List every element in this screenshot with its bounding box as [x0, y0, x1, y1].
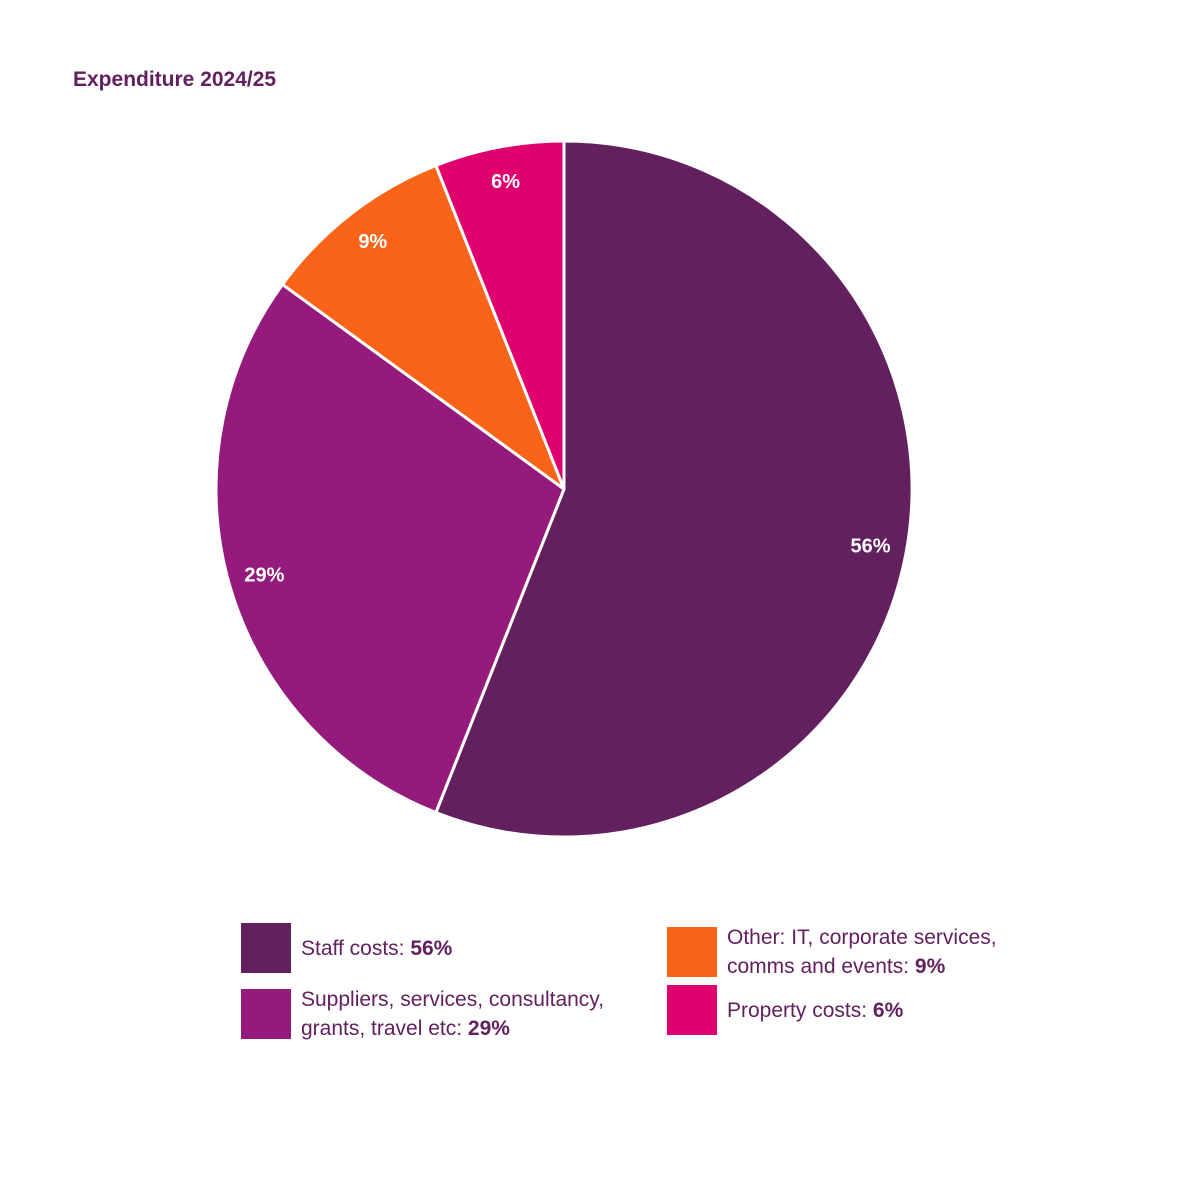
legend-value: 9% — [914, 955, 946, 978]
legend-label-line1: Staff costs: — [301, 936, 411, 960]
legend-label-line2: grants, travel etc: — [301, 1017, 468, 1040]
legend-label-line1: Suppliers, services, consultancy, — [301, 988, 605, 1011]
legend-value: 29% — [467, 1017, 510, 1040]
legend-label: Suppliers, services, consultancy, grants… — [301, 985, 604, 1043]
legend-swatch — [667, 985, 717, 1035]
legend-swatch — [667, 927, 717, 977]
legend-item-property-costs: Property costs: 6% — [667, 985, 903, 1035]
legend-item-staff-costs: Staff costs: 56% — [241, 923, 452, 973]
pie-slices — [214, 139, 914, 839]
legend-label: Staff costs: 56% — [301, 934, 452, 963]
pie-slice-0 — [434, 139, 914, 839]
pie-slice-3 — [434, 139, 566, 491]
pie-slice-2 — [280, 163, 566, 491]
legend-value: 56% — [410, 936, 453, 960]
legend-label-line2: comms and events: — [727, 955, 915, 978]
legend-label: Other: IT, corporate services, comms and… — [727, 923, 997, 981]
legend-swatch — [241, 923, 291, 973]
pie-slice-label-2: 9% — [358, 231, 387, 253]
legend-label: Property costs: 6% — [727, 996, 903, 1025]
legend-label-line1: Property costs: — [727, 998, 873, 1022]
chart-title: Expenditure 2024/25 — [73, 68, 277, 91]
pie-chart: 56% 29% 9% 6% — [214, 139, 914, 839]
legend-swatch — [241, 989, 291, 1039]
pie-slice-label-0: 56% — [850, 536, 890, 558]
pie-slice-label-3: 6% — [491, 171, 520, 193]
legend-item-suppliers: Suppliers, services, consultancy, grants… — [241, 985, 604, 1043]
pie-labels: 56% 29% 9% 6% — [244, 171, 890, 587]
legend-label-line1: Other: IT, corporate services, — [727, 926, 997, 949]
pie-slice-label-1: 29% — [244, 564, 284, 586]
legend-value: 6% — [872, 998, 904, 1022]
legend-item-other: Other: IT, corporate services, comms and… — [667, 923, 997, 981]
pie-slice-1 — [214, 282, 566, 815]
